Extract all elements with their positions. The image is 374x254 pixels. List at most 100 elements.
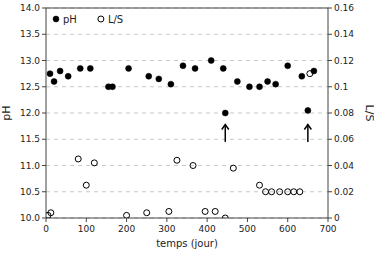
point [285, 63, 291, 69]
point [91, 160, 97, 166]
point [144, 210, 150, 216]
x-tick [86, 218, 87, 222]
plot-frame [46, 8, 328, 218]
arrow-head [304, 125, 311, 130]
y2-tick-label: 0.12 [334, 56, 354, 66]
point [257, 84, 263, 90]
point [180, 63, 186, 69]
point [212, 208, 218, 214]
y-tick [42, 60, 46, 61]
grid-line [46, 191, 328, 192]
point [51, 79, 57, 85]
x-tick [247, 218, 248, 222]
point [285, 189, 291, 195]
legend-label: pH [63, 14, 77, 25]
x-tick-label: 200 [118, 224, 135, 234]
point [230, 165, 236, 171]
y2-tick-label: 0.04 [334, 161, 354, 171]
point [47, 71, 53, 77]
y-tick-label: 12.0 [20, 108, 40, 118]
point [109, 84, 115, 90]
y-tick [42, 86, 46, 87]
point [174, 157, 180, 163]
point [277, 189, 283, 195]
point [246, 84, 252, 90]
y-tick-label: 13.0 [20, 56, 40, 66]
point [234, 79, 240, 85]
point [305, 107, 311, 113]
y-tick [42, 139, 46, 140]
grid-line [46, 165, 328, 166]
y-tick-label: 10.5 [20, 187, 40, 197]
y2-tick [328, 113, 332, 114]
grid-line [46, 34, 328, 35]
point [273, 81, 279, 87]
y-tick [42, 218, 46, 219]
point [202, 208, 208, 214]
x-tick [287, 218, 288, 222]
x-tick-label: 100 [78, 224, 95, 234]
x-tick [46, 218, 47, 222]
grid-line [46, 86, 328, 87]
y2-tick-label: 0.06 [334, 134, 354, 144]
legend-marker [98, 16, 104, 22]
point [208, 58, 214, 64]
y2-tick-label: 0.16 [334, 3, 354, 13]
legend: pH L/S [53, 14, 123, 25]
y2-tick [328, 139, 332, 140]
y-axis-label: pH [0, 105, 13, 120]
arrow [222, 125, 229, 142]
point [48, 210, 54, 216]
arrow-shaft [225, 125, 227, 142]
y2-tick-label: 0.14 [334, 29, 354, 39]
grid-line [46, 139, 328, 140]
y-tick [42, 191, 46, 192]
point [291, 189, 297, 195]
y2-tick [328, 165, 332, 166]
y2-tick-label: 0.08 [334, 108, 354, 118]
arrow [304, 125, 311, 142]
plot-area [46, 58, 317, 219]
y-tick [42, 113, 46, 114]
grid-line [46, 60, 328, 61]
point [222, 215, 228, 218]
point [65, 73, 71, 79]
arrow-shaft [307, 125, 309, 142]
x-axis-label: temps (jour) [156, 238, 218, 249]
point [146, 73, 152, 79]
y2-tick-label: 0.1 [334, 82, 348, 92]
y-tick-label: 11.0 [20, 161, 40, 171]
x-tick [166, 218, 167, 222]
x-tick [126, 218, 127, 222]
point [307, 71, 313, 77]
x-tick [328, 218, 329, 222]
point [87, 65, 93, 71]
point [168, 81, 174, 87]
y2-tick [328, 34, 332, 35]
x-tick-label: 300 [158, 224, 175, 234]
legend-marker [53, 16, 59, 22]
legend-label: L/S [108, 14, 123, 25]
y2-tick [328, 191, 332, 192]
x-tick-label: 0 [43, 224, 49, 234]
point [192, 65, 198, 71]
y-tick [42, 34, 46, 35]
point [257, 182, 263, 188]
point [126, 65, 132, 71]
grid-line [46, 113, 328, 114]
y2-tick [328, 60, 332, 61]
point [75, 156, 81, 162]
point [57, 68, 63, 74]
y2-tick-label: 0.02 [334, 187, 354, 197]
y-tick-label: 11.5 [20, 134, 40, 144]
point [124, 212, 130, 218]
point [263, 189, 269, 195]
point [297, 189, 303, 195]
y2-tick-label: 0 [334, 213, 340, 223]
y-tick-label: 12.5 [20, 82, 40, 92]
point [156, 76, 162, 82]
point [220, 65, 226, 71]
y2-axis-label: L/S [363, 105, 374, 122]
y2-tick [328, 8, 332, 9]
y-tick-label: 13.5 [20, 29, 40, 39]
